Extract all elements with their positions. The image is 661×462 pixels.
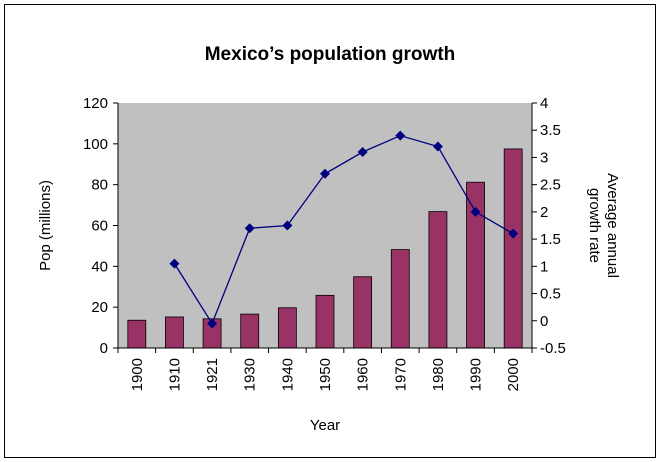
bar-1930 [240, 313, 260, 349]
growth-point-1990 [470, 206, 481, 217]
x-axis-label: Year [310, 417, 340, 434]
y2-tick-label: 2.5 [540, 177, 561, 194]
y-axis-label: Pop (millions) [37, 180, 54, 271]
bar-1970 [390, 249, 410, 349]
y-tick-label: 100 [83, 136, 108, 153]
x-tick-label: 1921 [204, 358, 221, 391]
x-tick-label: 1910 [166, 358, 183, 391]
x-tick-label: 1900 [129, 358, 146, 391]
bar-1960 [353, 276, 373, 349]
y2-tick-label: -0.5 [540, 340, 566, 357]
y2-axis-label-line: Average annual [604, 173, 621, 278]
y2-tick-label: 3.5 [540, 122, 561, 139]
y2-axis-label: Average annualgrowth rate [586, 173, 621, 278]
y2-tick-label: 0.5 [540, 286, 561, 303]
y2-tick-label: 4 [540, 95, 548, 112]
growth-point-1930 [244, 223, 255, 234]
growth-point-1970 [395, 130, 406, 141]
x-tick-label: 1930 [242, 358, 259, 391]
bar-1910 [165, 316, 184, 349]
y-tick-label: 80 [91, 177, 108, 194]
x-tick-label: 2000 [505, 358, 522, 391]
y2-tick-label: 2 [540, 204, 548, 221]
y2-tick-label: 1.5 [540, 231, 561, 248]
y-tick-label: 20 [91, 299, 108, 316]
y-tick-label: 120 [83, 95, 108, 112]
bar-1940 [277, 307, 297, 349]
y2-axis-label-line: growth rate [586, 188, 603, 263]
growth-point-1910 [169, 258, 180, 269]
growth-rate-line [173, 134, 514, 325]
bar-1900 [127, 319, 147, 349]
growth-point-1921 [207, 318, 218, 329]
growth-point-1980 [432, 141, 443, 152]
x-tick-label: 1950 [317, 358, 334, 391]
chart-title: Mexico’s population growth [205, 44, 456, 65]
y-tick-label: 60 [91, 218, 108, 235]
bar-1980 [428, 211, 448, 349]
y2-tick-label: 3 [540, 149, 548, 166]
x-tick-label: 1990 [468, 358, 485, 391]
x-tick-label: 1940 [279, 358, 296, 391]
y2-tick-label: 1 [540, 258, 548, 275]
bar-1950 [315, 294, 335, 349]
growth-point-1950 [320, 168, 330, 179]
growth-point-2000 [508, 228, 519, 239]
y-tick-label: 40 [91, 258, 108, 275]
growth-point-1940 [282, 220, 293, 231]
x-tick-label: 1970 [392, 358, 409, 391]
x-tick-label: 1960 [355, 358, 372, 391]
y-tick-label: 0 [100, 340, 108, 357]
y2-tick-label: 0 [540, 313, 548, 330]
growth-point-1960 [357, 147, 368, 157]
x-tick-label: 1980 [430, 358, 447, 391]
bar-2000 [503, 148, 523, 349]
